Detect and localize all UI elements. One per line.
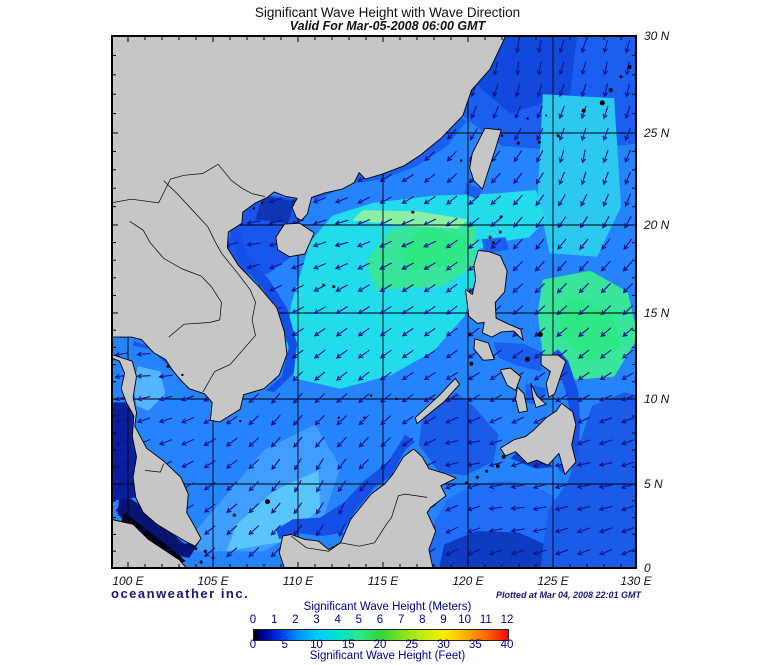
lat-label-30: 30 N bbox=[644, 29, 670, 43]
landmass-negros bbox=[515, 386, 528, 414]
landmass-borneo bbox=[278, 448, 457, 567]
meters-tick-10: 10 bbox=[458, 614, 472, 626]
lon-label-115: 115 E bbox=[367, 574, 399, 588]
meters-tick-2: 2 bbox=[292, 614, 299, 626]
lat-label-0: 0 bbox=[644, 561, 651, 575]
lon-label-105: 105 E bbox=[197, 574, 229, 588]
feet-tick-30: 30 bbox=[437, 639, 450, 651]
landmass-sumatra bbox=[113, 519, 187, 567]
meters-tick-11: 11 bbox=[479, 614, 492, 626]
map-frame bbox=[111, 35, 637, 569]
landmasses bbox=[113, 37, 577, 567]
degree-tick-marks bbox=[112, 36, 636, 568]
country-borders bbox=[113, 163, 428, 552]
feet-tick-40: 40 bbox=[500, 639, 514, 651]
feet-tick-20: 20 bbox=[373, 639, 387, 651]
lon-label-125: 125 E bbox=[537, 574, 569, 588]
meters-tick-0: 0 bbox=[249, 614, 257, 626]
wave-height-field bbox=[113, 37, 635, 567]
landmass-palawan bbox=[414, 377, 460, 425]
meters-tick-7: 7 bbox=[397, 614, 405, 626]
meters-tick-12: 12 bbox=[500, 614, 514, 626]
landmass-samar-leyte bbox=[540, 354, 567, 398]
plotted-timestamp: Plotted at Mar 04, 2008 22:01 GMT bbox=[495, 590, 641, 600]
lon-label-130: 130 E bbox=[620, 574, 652, 588]
graticule-grid bbox=[113, 37, 635, 567]
landmass-panay bbox=[499, 367, 522, 391]
landmass-mindanao bbox=[499, 402, 577, 476]
landmass-hainan bbox=[275, 222, 315, 258]
lat-label-5: 5 N bbox=[644, 477, 663, 491]
landmass-cebu-bohol bbox=[530, 383, 547, 408]
lat-label-25: 25 N bbox=[644, 126, 670, 140]
oceanweather-branding: oceanweather inc. bbox=[111, 586, 250, 601]
feet-tick-35: 35 bbox=[468, 639, 482, 651]
landmass-luzon bbox=[464, 250, 524, 341]
meters-tick-8: 8 bbox=[419, 614, 426, 626]
lat-label-15: 15 N bbox=[644, 306, 670, 320]
landmass-malay-peninsula bbox=[113, 354, 202, 547]
lat-label-20: 20 N bbox=[644, 218, 670, 232]
lon-label-100: 100 E bbox=[112, 574, 144, 588]
lat-label-10: 10 N bbox=[644, 392, 670, 406]
meters-tick-1: 1 bbox=[270, 614, 278, 626]
lon-label-120: 120 E bbox=[452, 574, 484, 588]
meters-tick-6: 6 bbox=[376, 614, 384, 626]
valid-time-subtitle: Valid For Mar-05-2008 06:00 GMT bbox=[289, 19, 486, 33]
legend-caption-meters: Significant Wave Height (Meters) bbox=[303, 601, 472, 613]
meters-tick-9: 9 bbox=[440, 614, 447, 626]
landmass-china-indochina bbox=[113, 37, 506, 423]
lon-label-110: 110 E bbox=[282, 574, 314, 588]
feet-tick-15: 15 bbox=[341, 639, 355, 651]
meters-tick-3: 3 bbox=[313, 614, 320, 626]
legend-caption-feet: Significant Wave Height (Feet) bbox=[309, 650, 466, 662]
meters-tick-4: 4 bbox=[334, 614, 341, 626]
feet-tick-25: 25 bbox=[405, 639, 419, 651]
meters-tick-5: 5 bbox=[355, 614, 363, 626]
colorbar-gradient bbox=[253, 629, 509, 641]
page-title: Significant Wave Height with Wave Direct… bbox=[254, 5, 521, 20]
landmass-mindoro bbox=[473, 338, 495, 361]
feet-tick-5: 5 bbox=[281, 639, 288, 651]
feet-tick-0: 0 bbox=[249, 639, 257, 651]
landmass-taiwan bbox=[469, 127, 502, 190]
feet-tick-10: 10 bbox=[310, 639, 323, 651]
small-islands bbox=[166, 56, 635, 564]
